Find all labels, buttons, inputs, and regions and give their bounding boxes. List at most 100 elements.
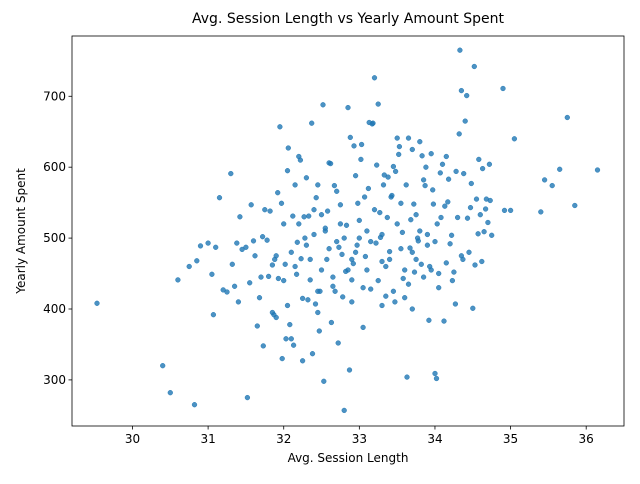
data-point bbox=[298, 256, 304, 262]
data-point bbox=[408, 217, 414, 223]
y-tick-label: 700 bbox=[43, 89, 66, 103]
data-point bbox=[379, 231, 385, 238]
data-point bbox=[442, 203, 448, 209]
x-tick-label: 32 bbox=[276, 432, 291, 446]
data-point bbox=[383, 293, 389, 299]
chart-title: Avg. Session Length vs Yearly Amount Spe… bbox=[192, 11, 504, 27]
data-point bbox=[354, 242, 360, 248]
data-point bbox=[281, 277, 287, 284]
data-point bbox=[283, 336, 289, 342]
data-point bbox=[349, 256, 355, 263]
data-point bbox=[262, 207, 268, 213]
y-tick-label: 600 bbox=[43, 160, 66, 174]
data-point bbox=[507, 207, 514, 214]
data-point bbox=[436, 270, 442, 277]
data-point bbox=[538, 209, 544, 215]
data-point bbox=[330, 283, 336, 289]
data-point bbox=[260, 343, 266, 349]
data-point bbox=[309, 120, 315, 126]
data-point bbox=[479, 258, 485, 265]
data-point bbox=[380, 182, 387, 188]
data-point bbox=[244, 394, 251, 401]
data-point bbox=[485, 219, 491, 226]
data-point bbox=[464, 215, 471, 221]
data-point bbox=[235, 299, 242, 305]
data-point bbox=[400, 275, 406, 282]
data-point bbox=[328, 319, 335, 326]
y-tick-label: 500 bbox=[43, 231, 66, 245]
data-point bbox=[302, 235, 308, 241]
data-point bbox=[334, 188, 340, 194]
x-tick-label: 31 bbox=[200, 432, 215, 446]
data-point bbox=[394, 135, 400, 141]
x-tick-label: 30 bbox=[125, 432, 140, 446]
data-point bbox=[364, 267, 370, 273]
data-point bbox=[175, 277, 181, 283]
data-point bbox=[379, 302, 385, 309]
data-point bbox=[224, 289, 230, 295]
data-point bbox=[231, 283, 238, 289]
data-point bbox=[417, 139, 423, 145]
data-point bbox=[360, 285, 366, 291]
data-point bbox=[265, 273, 272, 280]
data-point bbox=[216, 195, 223, 201]
data-point bbox=[448, 232, 455, 238]
data-point bbox=[332, 288, 338, 294]
data-point bbox=[194, 258, 200, 264]
data-point bbox=[370, 120, 376, 126]
data-point bbox=[284, 168, 291, 174]
data-point bbox=[477, 212, 483, 218]
data-point bbox=[375, 277, 381, 284]
data-point bbox=[349, 277, 355, 283]
data-point bbox=[511, 136, 518, 142]
data-point bbox=[409, 306, 415, 312]
data-point bbox=[337, 202, 344, 208]
data-point bbox=[287, 321, 293, 328]
data-point bbox=[432, 238, 438, 245]
data-point bbox=[327, 160, 334, 167]
data-point bbox=[343, 222, 350, 228]
data-point bbox=[167, 390, 173, 396]
data-point bbox=[365, 185, 372, 192]
data-point bbox=[424, 242, 431, 248]
x-tick-label: 36 bbox=[579, 432, 594, 446]
data-point bbox=[324, 256, 330, 263]
data-point bbox=[462, 118, 468, 124]
data-point bbox=[313, 195, 319, 201]
data-point bbox=[419, 153, 425, 159]
y-tick-label: 400 bbox=[43, 302, 66, 316]
data-point bbox=[234, 240, 240, 246]
data-point bbox=[254, 323, 260, 329]
data-point bbox=[288, 249, 294, 255]
data-point bbox=[318, 212, 325, 218]
data-point bbox=[456, 131, 462, 137]
data-point bbox=[299, 295, 306, 302]
data-point bbox=[334, 238, 340, 245]
data-point bbox=[445, 199, 451, 205]
data-point bbox=[264, 237, 270, 243]
data-point bbox=[205, 240, 211, 246]
data-point bbox=[453, 168, 459, 175]
data-point bbox=[386, 248, 393, 255]
data-point bbox=[433, 375, 440, 382]
data-point bbox=[229, 261, 235, 267]
data-point bbox=[277, 124, 283, 130]
data-point bbox=[279, 355, 285, 362]
data-point bbox=[356, 217, 362, 224]
data-point bbox=[285, 145, 291, 151]
data-point bbox=[458, 87, 465, 94]
data-point bbox=[361, 194, 368, 200]
data-point bbox=[186, 263, 192, 270]
data-point bbox=[345, 267, 351, 273]
data-point bbox=[347, 134, 353, 141]
data-point bbox=[430, 187, 436, 193]
data-point bbox=[351, 143, 357, 149]
data-point bbox=[471, 63, 477, 70]
data-point bbox=[292, 263, 298, 270]
data-point bbox=[461, 170, 467, 177]
data-point bbox=[355, 200, 361, 206]
data-point bbox=[248, 202, 254, 208]
data-point bbox=[458, 253, 465, 259]
data-point bbox=[358, 141, 365, 148]
data-point bbox=[475, 231, 481, 237]
